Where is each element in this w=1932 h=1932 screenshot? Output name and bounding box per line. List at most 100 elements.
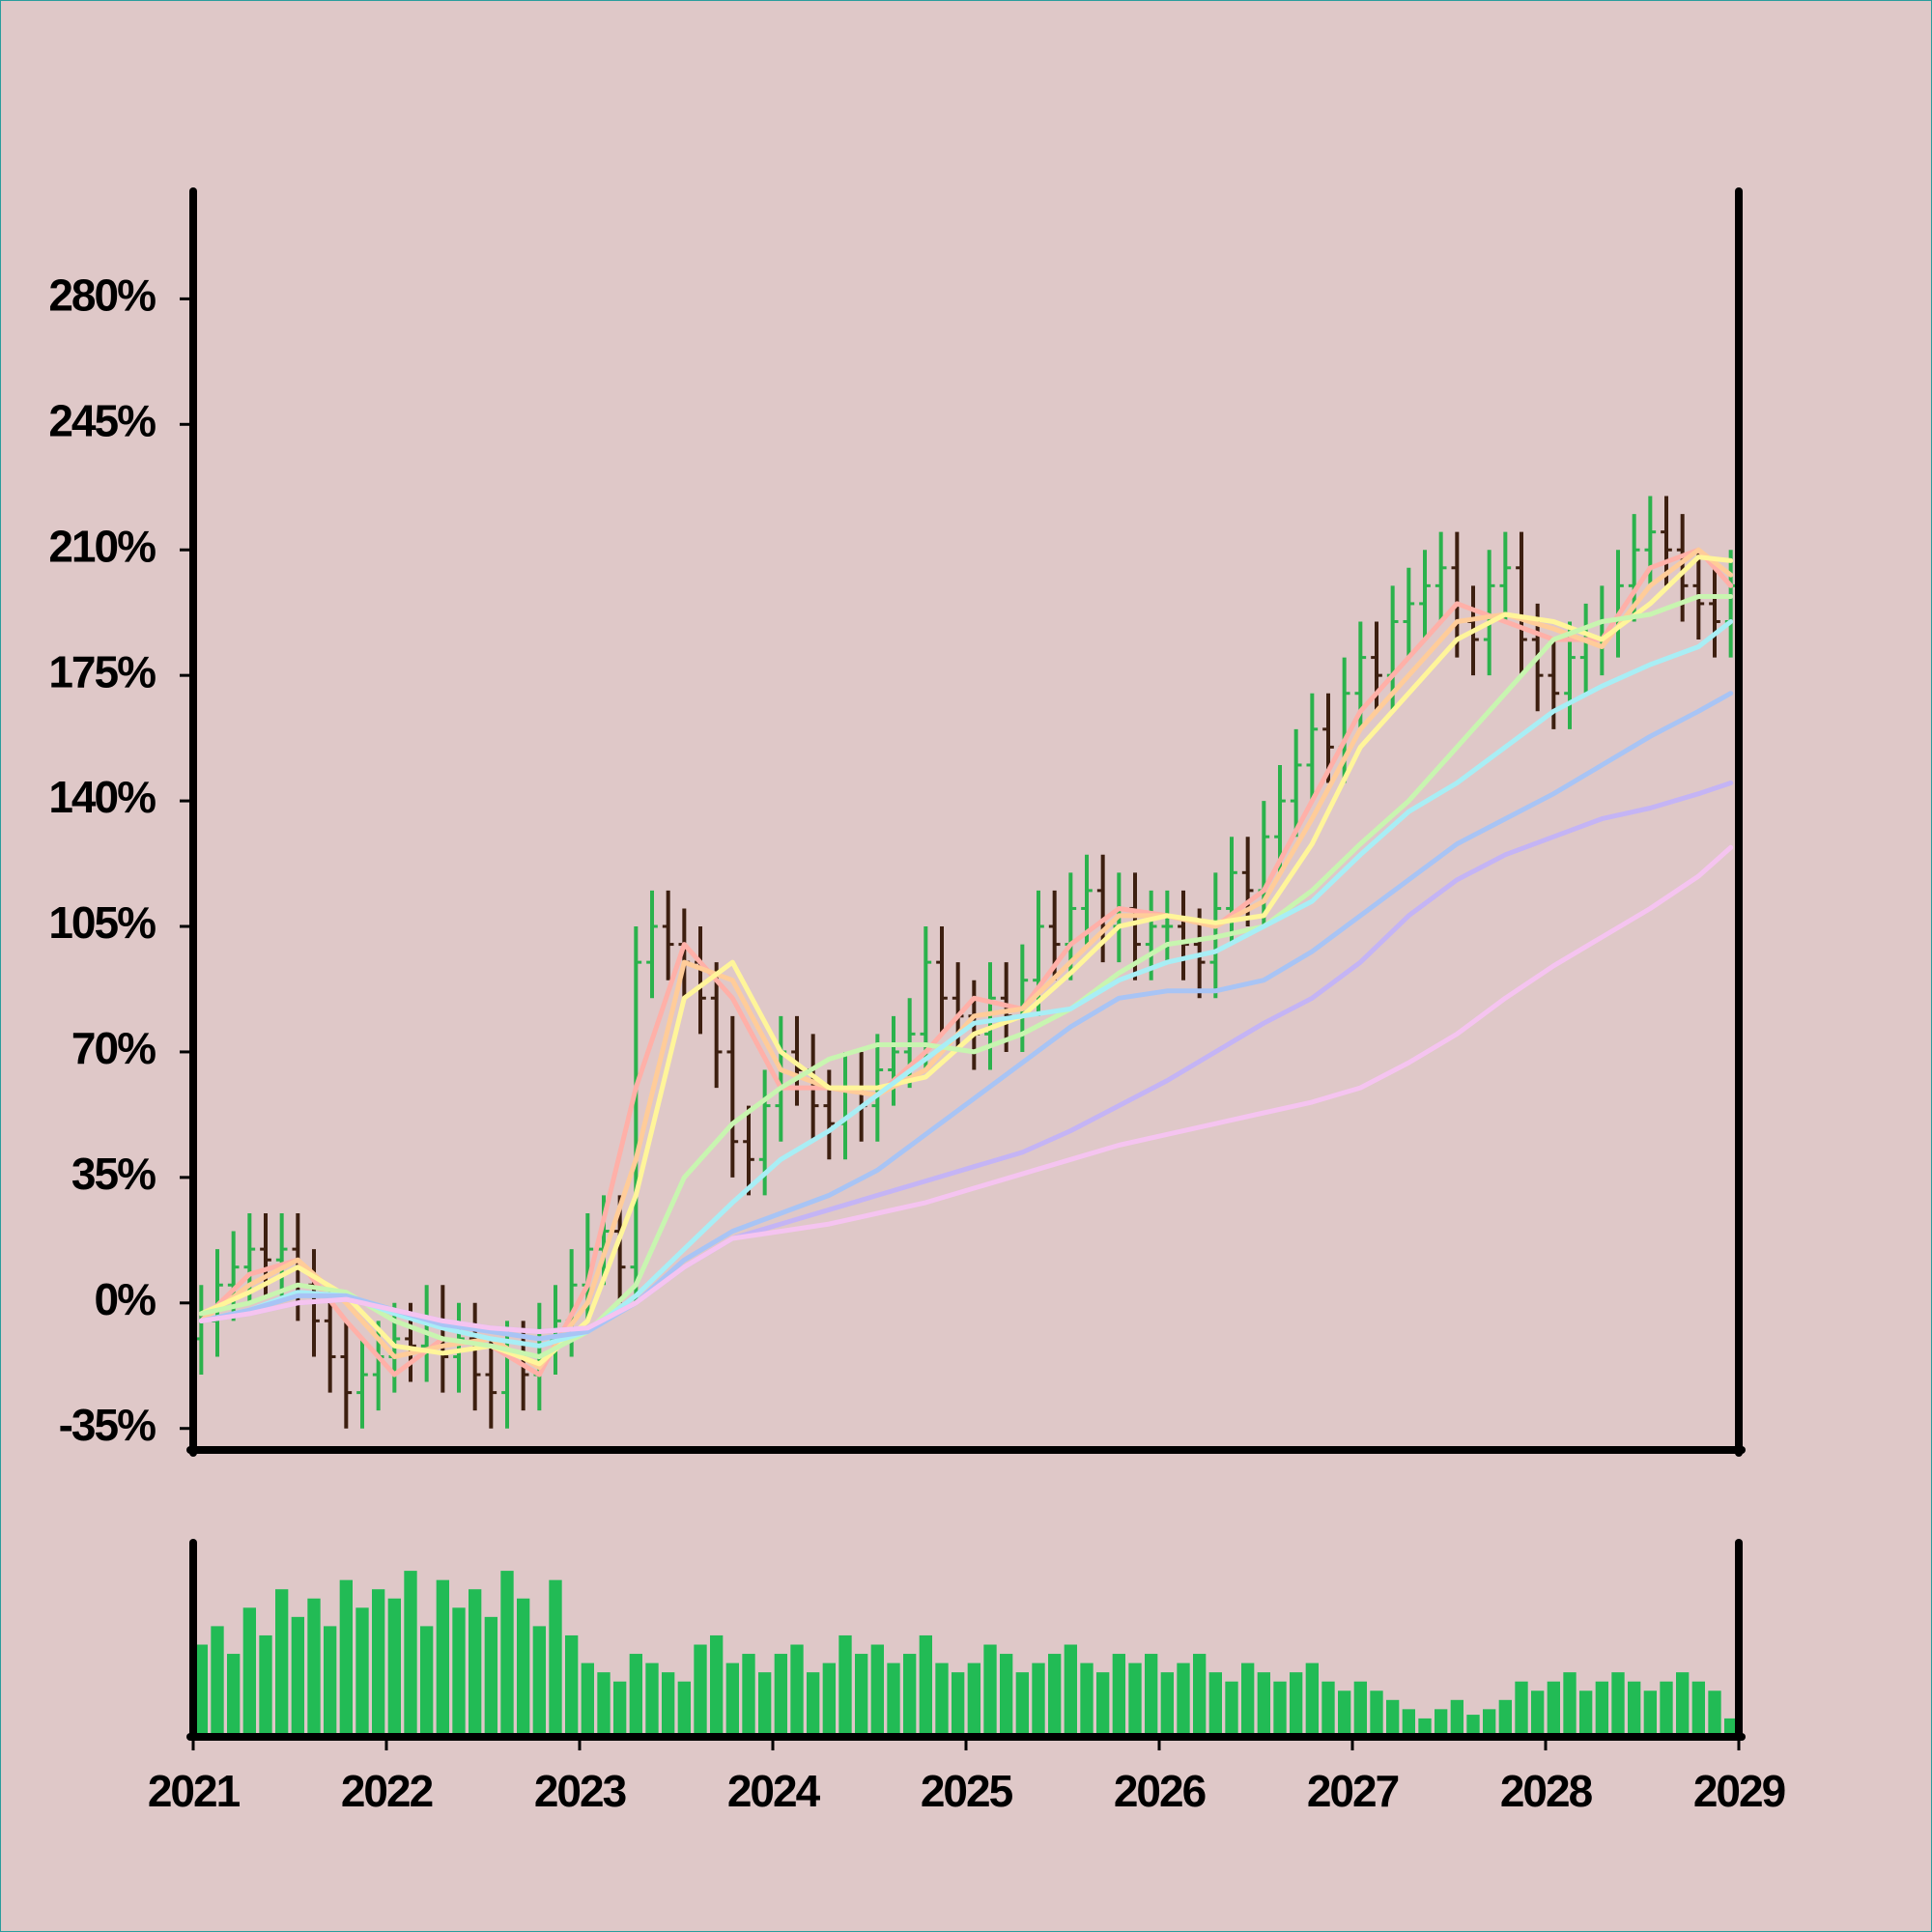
volume-bar bbox=[1611, 1672, 1625, 1737]
volume-bar bbox=[935, 1662, 949, 1737]
volume-bar bbox=[387, 1598, 401, 1737]
x-tick-label: 2025 bbox=[921, 1766, 1013, 1816]
volume-bar bbox=[1418, 1718, 1432, 1737]
volume-bar bbox=[597, 1672, 611, 1737]
volume-bar bbox=[758, 1672, 772, 1737]
volume-bar bbox=[1290, 1672, 1303, 1737]
ohlc-bar bbox=[630, 926, 642, 1303]
volume-bar bbox=[613, 1681, 627, 1737]
ohlc-bar bbox=[275, 1212, 288, 1296]
volume-bar bbox=[919, 1634, 932, 1737]
volume-bar bbox=[1225, 1681, 1238, 1737]
y-tick-label: 245% bbox=[48, 395, 156, 445]
y-tick-label: 280% bbox=[48, 270, 156, 321]
volume-bar bbox=[1643, 1690, 1657, 1737]
ohlc-bar bbox=[726, 1015, 739, 1178]
volume-bar bbox=[500, 1571, 514, 1737]
volume-bar bbox=[677, 1681, 691, 1737]
volume-bar bbox=[581, 1662, 594, 1737]
moving-average-line bbox=[198, 619, 1734, 1349]
ohlc-bar bbox=[1226, 837, 1237, 945]
volume-bar bbox=[1321, 1681, 1335, 1737]
volume-bar bbox=[822, 1662, 836, 1737]
volume-bar bbox=[1724, 1718, 1738, 1737]
ohlc-bar bbox=[1483, 550, 1495, 676]
volume-bar bbox=[807, 1672, 820, 1737]
volume-bar bbox=[855, 1654, 868, 1737]
ohlc-bar bbox=[1161, 890, 1174, 963]
volume-bar bbox=[549, 1579, 562, 1737]
volume-bar bbox=[355, 1607, 369, 1737]
volume-bar bbox=[903, 1654, 917, 1737]
moving-average-line bbox=[198, 691, 1734, 1342]
volume-bar bbox=[1000, 1654, 1013, 1737]
ohlc-bar bbox=[1403, 567, 1415, 658]
volume-bar bbox=[1595, 1681, 1608, 1737]
volume-bar bbox=[1015, 1672, 1029, 1737]
ohlc-bar bbox=[356, 1338, 368, 1429]
x-tick-label: 2027 bbox=[1307, 1766, 1399, 1816]
volume-bar bbox=[1402, 1709, 1415, 1737]
volume-bar bbox=[1386, 1699, 1400, 1737]
volume-bar bbox=[952, 1672, 965, 1737]
ohlc-bar bbox=[1516, 531, 1527, 676]
volume-bar bbox=[211, 1626, 224, 1737]
volume-bar bbox=[1579, 1690, 1593, 1737]
x-tick-label: 2026 bbox=[1114, 1766, 1206, 1816]
volume-bar bbox=[790, 1644, 804, 1737]
volume-bar bbox=[629, 1654, 642, 1737]
y-tick-label: 0% bbox=[95, 1274, 156, 1324]
volume-bar bbox=[1112, 1654, 1125, 1737]
y-tick-label: -35% bbox=[59, 1400, 156, 1450]
ohlc-bar bbox=[1499, 531, 1512, 622]
volume-bar bbox=[983, 1644, 997, 1737]
volume-bar bbox=[887, 1662, 900, 1737]
y-tick-label: 210% bbox=[48, 521, 156, 571]
volume-bar bbox=[339, 1579, 353, 1737]
y-tick-label: 105% bbox=[48, 897, 156, 948]
volume-bar bbox=[725, 1662, 739, 1737]
ohlc-bar bbox=[453, 1302, 465, 1393]
volume-bar bbox=[227, 1654, 241, 1737]
volume-bar bbox=[1338, 1690, 1351, 1737]
volume-bar bbox=[452, 1607, 466, 1737]
volume-bar bbox=[1466, 1715, 1480, 1737]
volume-bar bbox=[1064, 1644, 1077, 1737]
volume-bar bbox=[742, 1654, 755, 1737]
volume-panel: 2021 2022 2023 2024 2025 2026 2027 2028 2029 bbox=[148, 1571, 1787, 1816]
volume-bar bbox=[645, 1662, 659, 1737]
volume-bar bbox=[1257, 1672, 1270, 1737]
volume-bar bbox=[1273, 1681, 1287, 1737]
ohlc-bar bbox=[243, 1212, 256, 1303]
volume-bar bbox=[774, 1654, 787, 1737]
ohlc-bar bbox=[646, 890, 658, 999]
volume-bar bbox=[1145, 1654, 1158, 1737]
volume-bar bbox=[967, 1662, 980, 1737]
volume-bar bbox=[1450, 1699, 1463, 1737]
volume-bar bbox=[275, 1589, 289, 1737]
ohlc-bar bbox=[485, 1338, 497, 1429]
volume-bar bbox=[1676, 1672, 1690, 1737]
volume-bar bbox=[1193, 1654, 1207, 1737]
volume-bar bbox=[1353, 1681, 1367, 1737]
volume-bar bbox=[1241, 1662, 1255, 1737]
ohlc-bar bbox=[662, 890, 674, 980]
ohlc-bar bbox=[1178, 890, 1189, 980]
moving-average-line bbox=[198, 594, 1734, 1359]
volume-bar bbox=[532, 1626, 546, 1737]
volume-bar bbox=[517, 1598, 530, 1737]
x-tick-label: 2021 bbox=[148, 1766, 241, 1816]
volume-bar bbox=[1370, 1690, 1383, 1737]
volume-bar bbox=[565, 1634, 579, 1737]
ohlc-bar bbox=[743, 1105, 754, 1196]
ohlc-bar bbox=[888, 1015, 899, 1106]
x-tick-label: 2029 bbox=[1693, 1766, 1785, 1816]
volume-bar bbox=[420, 1626, 434, 1737]
volume-bar bbox=[307, 1598, 321, 1737]
volume-bar bbox=[1080, 1662, 1094, 1737]
volume-bar bbox=[662, 1672, 675, 1737]
y-tick-label: 35% bbox=[71, 1149, 156, 1199]
volume-bar bbox=[694, 1644, 707, 1737]
